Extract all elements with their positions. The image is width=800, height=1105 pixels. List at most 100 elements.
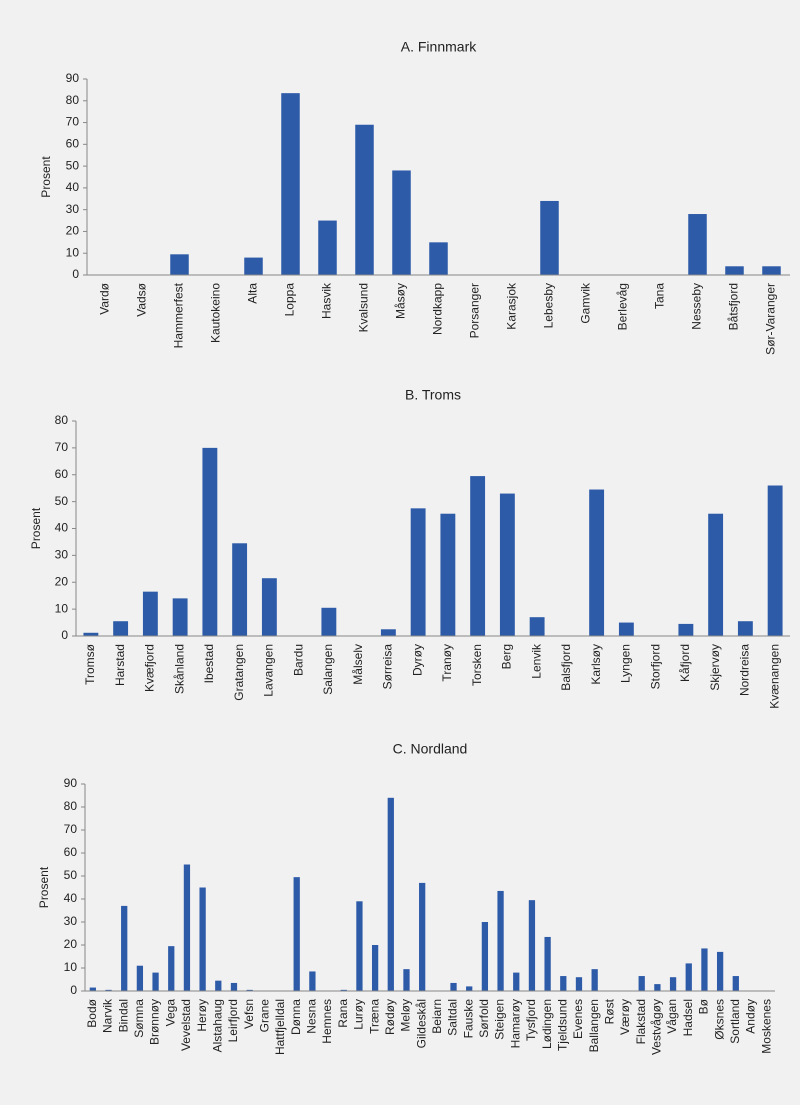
x-tick-label: Rana [336,999,350,1028]
x-tick-label: Tromsø [83,643,97,685]
x-tick-label: Ibestad [202,644,216,683]
x-tick-label: Narvik [101,998,115,1033]
bar [318,220,337,275]
chart-title: B. Troms [405,387,461,403]
x-tick-label: Kåfjord [678,644,692,682]
bar [725,266,744,275]
x-tick-label: Fauske [461,999,475,1039]
x-tick-label: Hattfjelldal [273,999,287,1055]
bar [654,984,661,991]
bar [380,629,396,636]
x-tick-label: Andøy [744,999,758,1034]
bar [466,986,473,991]
bar [392,170,411,275]
x-tick-label: Gildeskål [414,999,428,1048]
bar [340,989,347,991]
x-tick-label: Tranøy [440,644,454,682]
x-tick-label: Beiarn [430,999,444,1034]
x-tick-label: Dønna [289,999,303,1035]
x-tick-label: Grane [258,999,272,1033]
bar [481,922,489,991]
bar [560,976,567,991]
y-tick-label: 60 [66,137,80,151]
x-tick-label: Hasvik [320,282,334,319]
x-tick-label: Herøy [195,999,209,1032]
x-tick-label: Sortland [728,999,742,1044]
bar [440,513,456,636]
bar [168,946,175,991]
bar [136,965,144,991]
x-tick-label: Harstad [113,644,127,686]
bar [737,621,753,636]
x-tick-label: Øksnes [712,999,726,1040]
x-tick-label: Sør-Varanger [764,283,778,355]
bar [89,987,96,991]
bar [152,972,159,991]
y-tick-label: 50 [64,868,78,882]
x-tick-label: Lyngen [619,644,633,683]
bar [261,578,277,636]
bar [716,951,724,991]
y-tick-label: 80 [64,799,78,813]
x-tick-label: Berg [500,644,514,669]
x-tick-label: Tysfjord [524,999,538,1041]
bar [230,982,238,991]
x-tick-label: Kvænangen [767,644,781,709]
bar [767,485,783,636]
bar [497,890,504,991]
x-tick-label: Tana [653,283,667,309]
x-tick-label: Nordreisa [738,644,752,696]
x-tick-label: Lebesby [542,283,556,328]
x-tick-label: Salangen [321,644,335,695]
bar [732,976,739,991]
x-tick-label: Steigen [493,999,507,1040]
x-tick-label: Skjervøy [708,644,722,691]
x-tick-label: Kvalsund [357,283,371,332]
x-tick-label: Vefsn [242,999,256,1029]
x-tick-label: Gamvik [579,282,593,324]
x-tick-label: Evenes [571,999,585,1039]
y-tick-label: 30 [64,914,78,928]
x-tick-label: Bindal [116,999,130,1032]
x-tick-label: Brønnøy [148,999,162,1045]
y-tick-label: 70 [66,115,80,129]
bar [575,977,583,991]
x-tick-label: Meløy [399,999,413,1032]
bar [638,976,645,991]
y-tick-label: 70 [55,440,69,454]
x-tick-label: Karlsøy [589,644,603,685]
bar [470,476,486,636]
x-tick-label: Sørreisa [381,644,395,690]
y-tick-label: 40 [55,521,69,535]
chart-title: C. Nordland [393,741,468,757]
x-tick-label: Leirfjord [226,999,240,1042]
x-tick-label: Vågan [665,999,679,1034]
y-tick-label: 30 [55,548,69,562]
x-tick-label: Hemnes [320,999,334,1044]
x-tick-label: Storfjord [648,644,662,689]
x-tick-label: Hamarøy [508,999,522,1048]
y-tick-label: 50 [55,494,69,508]
y-tick-label: 80 [66,93,80,107]
x-tick-label: Vardø [98,282,112,314]
y-tick-label: 90 [64,776,78,790]
bar [701,948,708,991]
bar [708,513,724,636]
bar [113,621,129,636]
bar [172,598,188,636]
x-tick-label: Kvæfjord [143,644,157,692]
bar [589,489,605,636]
x-tick-label: Lavangen [262,644,276,697]
bar [356,901,363,991]
x-tick-label: Lødingen [540,999,554,1049]
x-tick-label: Båtsfjord [727,283,741,330]
x-tick-label: Skånland [172,644,186,694]
x-tick-label: Vestvågøy [650,999,664,1055]
bar [544,936,551,991]
y-tick-label: 60 [55,467,69,481]
y-tick-label: 20 [55,574,69,588]
bar [387,797,394,991]
x-tick-label: Berlevåg [616,283,630,330]
y-tick-label: 90 [66,71,80,85]
x-tick-label: Hammerfest [172,282,186,348]
